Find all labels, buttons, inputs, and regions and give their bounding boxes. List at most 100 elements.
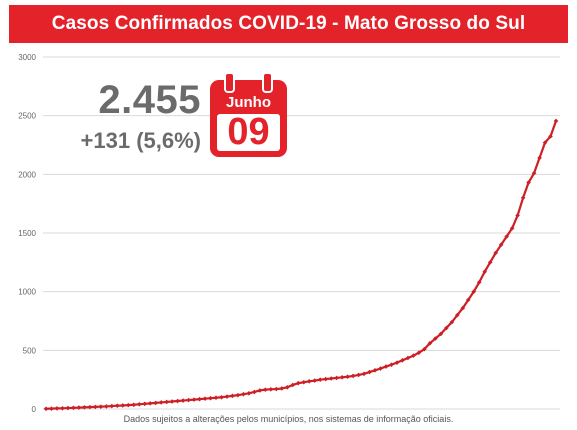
data-point <box>427 340 433 346</box>
data-point <box>433 336 438 341</box>
y-tick-label: 2000 <box>18 170 36 179</box>
data-point <box>493 250 498 256</box>
data-point <box>263 387 268 392</box>
y-tick-label: 3000 <box>18 53 36 62</box>
data-point <box>131 402 137 408</box>
data-point <box>180 398 186 403</box>
data-point <box>526 180 531 185</box>
data-point <box>252 389 257 395</box>
data-point <box>191 397 197 402</box>
data-point <box>87 404 93 410</box>
series-line <box>45 120 558 410</box>
data-point <box>142 401 148 407</box>
data-point <box>125 402 131 408</box>
data-point <box>71 405 76 411</box>
data-point <box>471 289 477 294</box>
data-point <box>553 118 559 124</box>
data-point <box>65 405 71 411</box>
data-point <box>361 371 367 377</box>
data-point <box>202 396 208 401</box>
data-point <box>186 397 191 403</box>
data-point <box>389 362 394 367</box>
data-point <box>49 406 54 411</box>
calendar-day: 09 <box>227 111 270 153</box>
chart-title: Casos Confirmados COVID-19 - Mato Grosso… <box>9 5 568 43</box>
data-point <box>279 386 285 391</box>
data-point <box>82 405 87 410</box>
data-point <box>317 377 323 382</box>
data-point <box>164 399 169 405</box>
data-point <box>312 378 318 383</box>
calendar-page: 09 <box>217 111 280 153</box>
data-point <box>43 406 49 412</box>
data-point <box>422 346 427 352</box>
data-point <box>323 376 328 382</box>
calendar-ring-left <box>224 72 235 93</box>
data-point <box>498 242 504 248</box>
y-tick-label: 500 <box>23 346 37 355</box>
y-tick-label: 1000 <box>18 288 36 297</box>
data-point <box>136 402 142 407</box>
data-point <box>345 374 350 380</box>
data-point <box>169 399 175 404</box>
data-point <box>60 405 65 411</box>
data-point <box>542 140 548 145</box>
data-point <box>257 388 263 393</box>
data-point <box>438 331 444 337</box>
data-point <box>515 213 520 218</box>
y-tick-label: 2500 <box>18 112 36 121</box>
data-point <box>339 375 345 380</box>
data-point <box>147 401 153 406</box>
data-point <box>98 404 104 409</box>
data-point <box>109 403 115 409</box>
data-point <box>208 395 213 401</box>
data-point <box>334 375 339 381</box>
data-point <box>504 234 509 239</box>
data-point <box>274 386 279 392</box>
data-point <box>213 395 219 401</box>
data-point <box>465 297 471 303</box>
calendar-ring-right <box>262 72 273 93</box>
data-point <box>378 366 383 371</box>
data-point <box>400 358 405 363</box>
data-point <box>328 376 334 381</box>
data-point <box>230 393 235 399</box>
data-point <box>93 404 98 410</box>
calendar-icon: Junho 09 <box>210 72 287 157</box>
data-point <box>158 400 164 405</box>
data-point <box>509 226 515 231</box>
data-point <box>548 134 553 139</box>
data-point <box>290 382 296 388</box>
footnote: Dados sujeitos a alterações pelos municí… <box>123 414 454 424</box>
data-point <box>449 319 455 325</box>
data-point <box>268 386 274 392</box>
data-point <box>350 373 356 379</box>
y-tick-label: 1500 <box>18 229 36 238</box>
data-point <box>284 384 290 390</box>
data-point <box>219 394 224 400</box>
data-point <box>306 379 312 384</box>
data-point <box>383 364 389 369</box>
data-point <box>175 398 180 404</box>
data-point <box>367 369 372 375</box>
data-point <box>235 392 241 398</box>
data-point <box>416 350 422 355</box>
data-point <box>114 403 120 409</box>
data-point <box>246 390 252 396</box>
data-point <box>295 380 301 386</box>
data-point <box>476 279 482 285</box>
data-point <box>356 372 361 378</box>
data-point <box>405 355 411 361</box>
data-point <box>520 195 526 201</box>
data-point <box>197 396 202 402</box>
data-point <box>372 367 378 373</box>
data-point <box>537 155 542 161</box>
data-point <box>454 312 460 318</box>
data-point <box>411 353 416 358</box>
calendar-month: Junho <box>226 94 271 111</box>
data-point <box>531 170 537 176</box>
data-point <box>301 379 307 385</box>
total-cases: 2.455 <box>98 78 201 122</box>
data-point <box>482 269 488 275</box>
